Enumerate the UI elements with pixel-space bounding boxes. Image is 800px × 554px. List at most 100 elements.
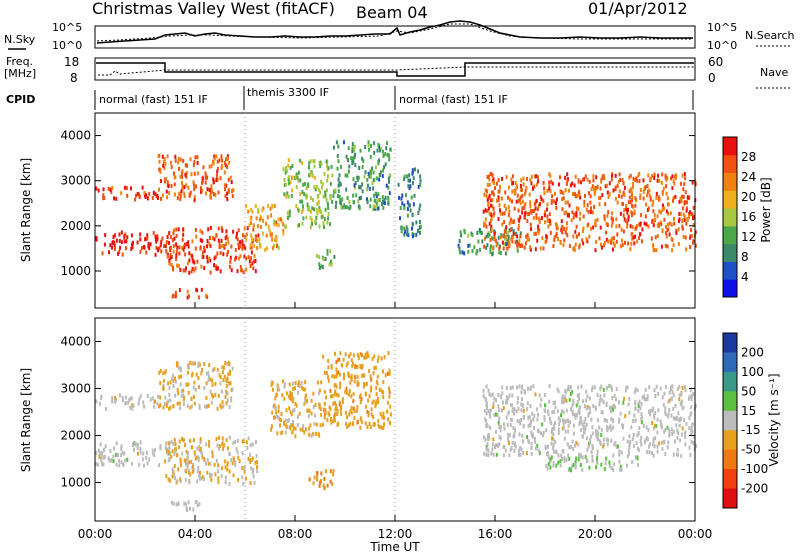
heatmap-cell [682,234,685,239]
heatmap-cell [197,455,200,460]
heatmap-cell [332,194,335,198]
heatmap-cell [353,183,356,188]
heatmap-cell [637,173,640,178]
heatmap-cell [663,206,666,211]
heatmap-cell [231,194,234,199]
heatmap-cell [229,259,232,264]
heatmap-cell [680,199,683,204]
heatmap-cell [199,437,202,441]
heatmap-cell [313,164,316,169]
heatmap-cell [295,204,298,208]
colorbar-swatch [723,469,737,490]
heatmap-cell [318,224,321,229]
heatmap-cell [231,366,234,371]
heatmap-cell [486,243,489,248]
heatmap-cell [611,173,614,178]
heatmap-cell [518,238,521,243]
heatmap-cell [216,159,219,164]
heatmap-cell [544,444,547,449]
heatmap-cell [325,371,328,375]
heatmap-cell [594,429,597,434]
heatmap-cell [349,380,352,385]
heatmap-cell [109,187,112,192]
heatmap-cell [555,231,558,236]
heatmap-cell [612,240,615,245]
heatmap-cell [376,148,379,153]
heatmap-cell [513,206,516,211]
heatmap-cell [484,222,487,227]
heatmap-cell [489,408,492,413]
heatmap-cell [590,226,592,231]
heatmap-cell [523,192,526,197]
heatmap-cell [366,410,369,414]
heatmap-cell [571,210,574,215]
heatmap-cell [377,355,380,360]
heatmap-cell [210,477,213,482]
heatmap-cell [655,424,658,428]
heatmap-cell [626,210,629,215]
heatmap-cell [653,176,656,180]
heatmap-cell [534,206,537,211]
heatmap-cell [179,194,182,198]
heatmap-cell [219,176,222,181]
heatmap-cell [646,397,649,402]
heatmap-cell [309,423,312,428]
heatmap-cell [461,250,464,255]
heatmap-cell [369,374,372,379]
heatmap-cell [552,244,555,248]
heatmap-cell [684,388,687,393]
heatmap-cell [688,396,690,401]
heatmap-cell [146,236,149,241]
heatmap-cell [313,207,315,212]
heatmap-cell [308,165,310,170]
heatmap-cell [356,353,359,357]
heatmap-cell [605,437,608,442]
heatmap-cell [582,241,585,246]
heatmap-cell [296,423,299,427]
heatmap-cell [163,166,166,171]
heatmap-cell [307,414,310,419]
heatmap-cell [125,395,127,400]
heatmap-cell [192,464,194,469]
heatmap-cell [536,444,539,448]
heatmap-cell [530,227,533,232]
heatmap-cell [136,442,139,447]
heatmap-cell [562,425,565,430]
heatmap-cell [318,208,321,213]
heatmap-cell [484,217,487,222]
heatmap-cell [531,432,534,437]
heatmap-cell [548,399,551,404]
heatmap-cell [671,186,674,191]
heatmap-cell [627,451,630,456]
heatmap-cell [665,224,667,229]
heatmap-cell [417,169,419,174]
heatmap-cell [192,258,195,263]
heatmap-cell [406,227,409,232]
heatmap-cell [179,459,182,464]
heatmap-cell [488,221,491,226]
heatmap-cell [387,201,390,206]
heatmap-cell [631,231,634,236]
heatmap-cell [213,256,216,261]
heatmap-cell [486,423,489,428]
heatmap-cell [226,237,229,241]
heatmap-cell [282,231,285,236]
heatmap-cell [283,396,286,401]
heatmap-cell [503,203,506,208]
heatmap-cell [497,178,500,183]
heatmap-cell [489,237,492,242]
heatmap-cell [215,437,218,441]
heatmap-cell [574,229,577,234]
heatmap-cell [400,225,403,230]
heatmap-cell [458,246,461,251]
heatmap-cell [406,200,409,205]
heatmap-cell [175,253,178,258]
heatmap-cell [288,394,291,399]
heatmap-cell [542,246,545,251]
heatmap-cell [191,445,194,450]
heatmap-cell [299,158,302,163]
heatmap-cell [225,384,228,389]
heatmap-cell [546,202,549,207]
heatmap-cell [303,192,306,197]
heatmap-cell [269,206,272,211]
